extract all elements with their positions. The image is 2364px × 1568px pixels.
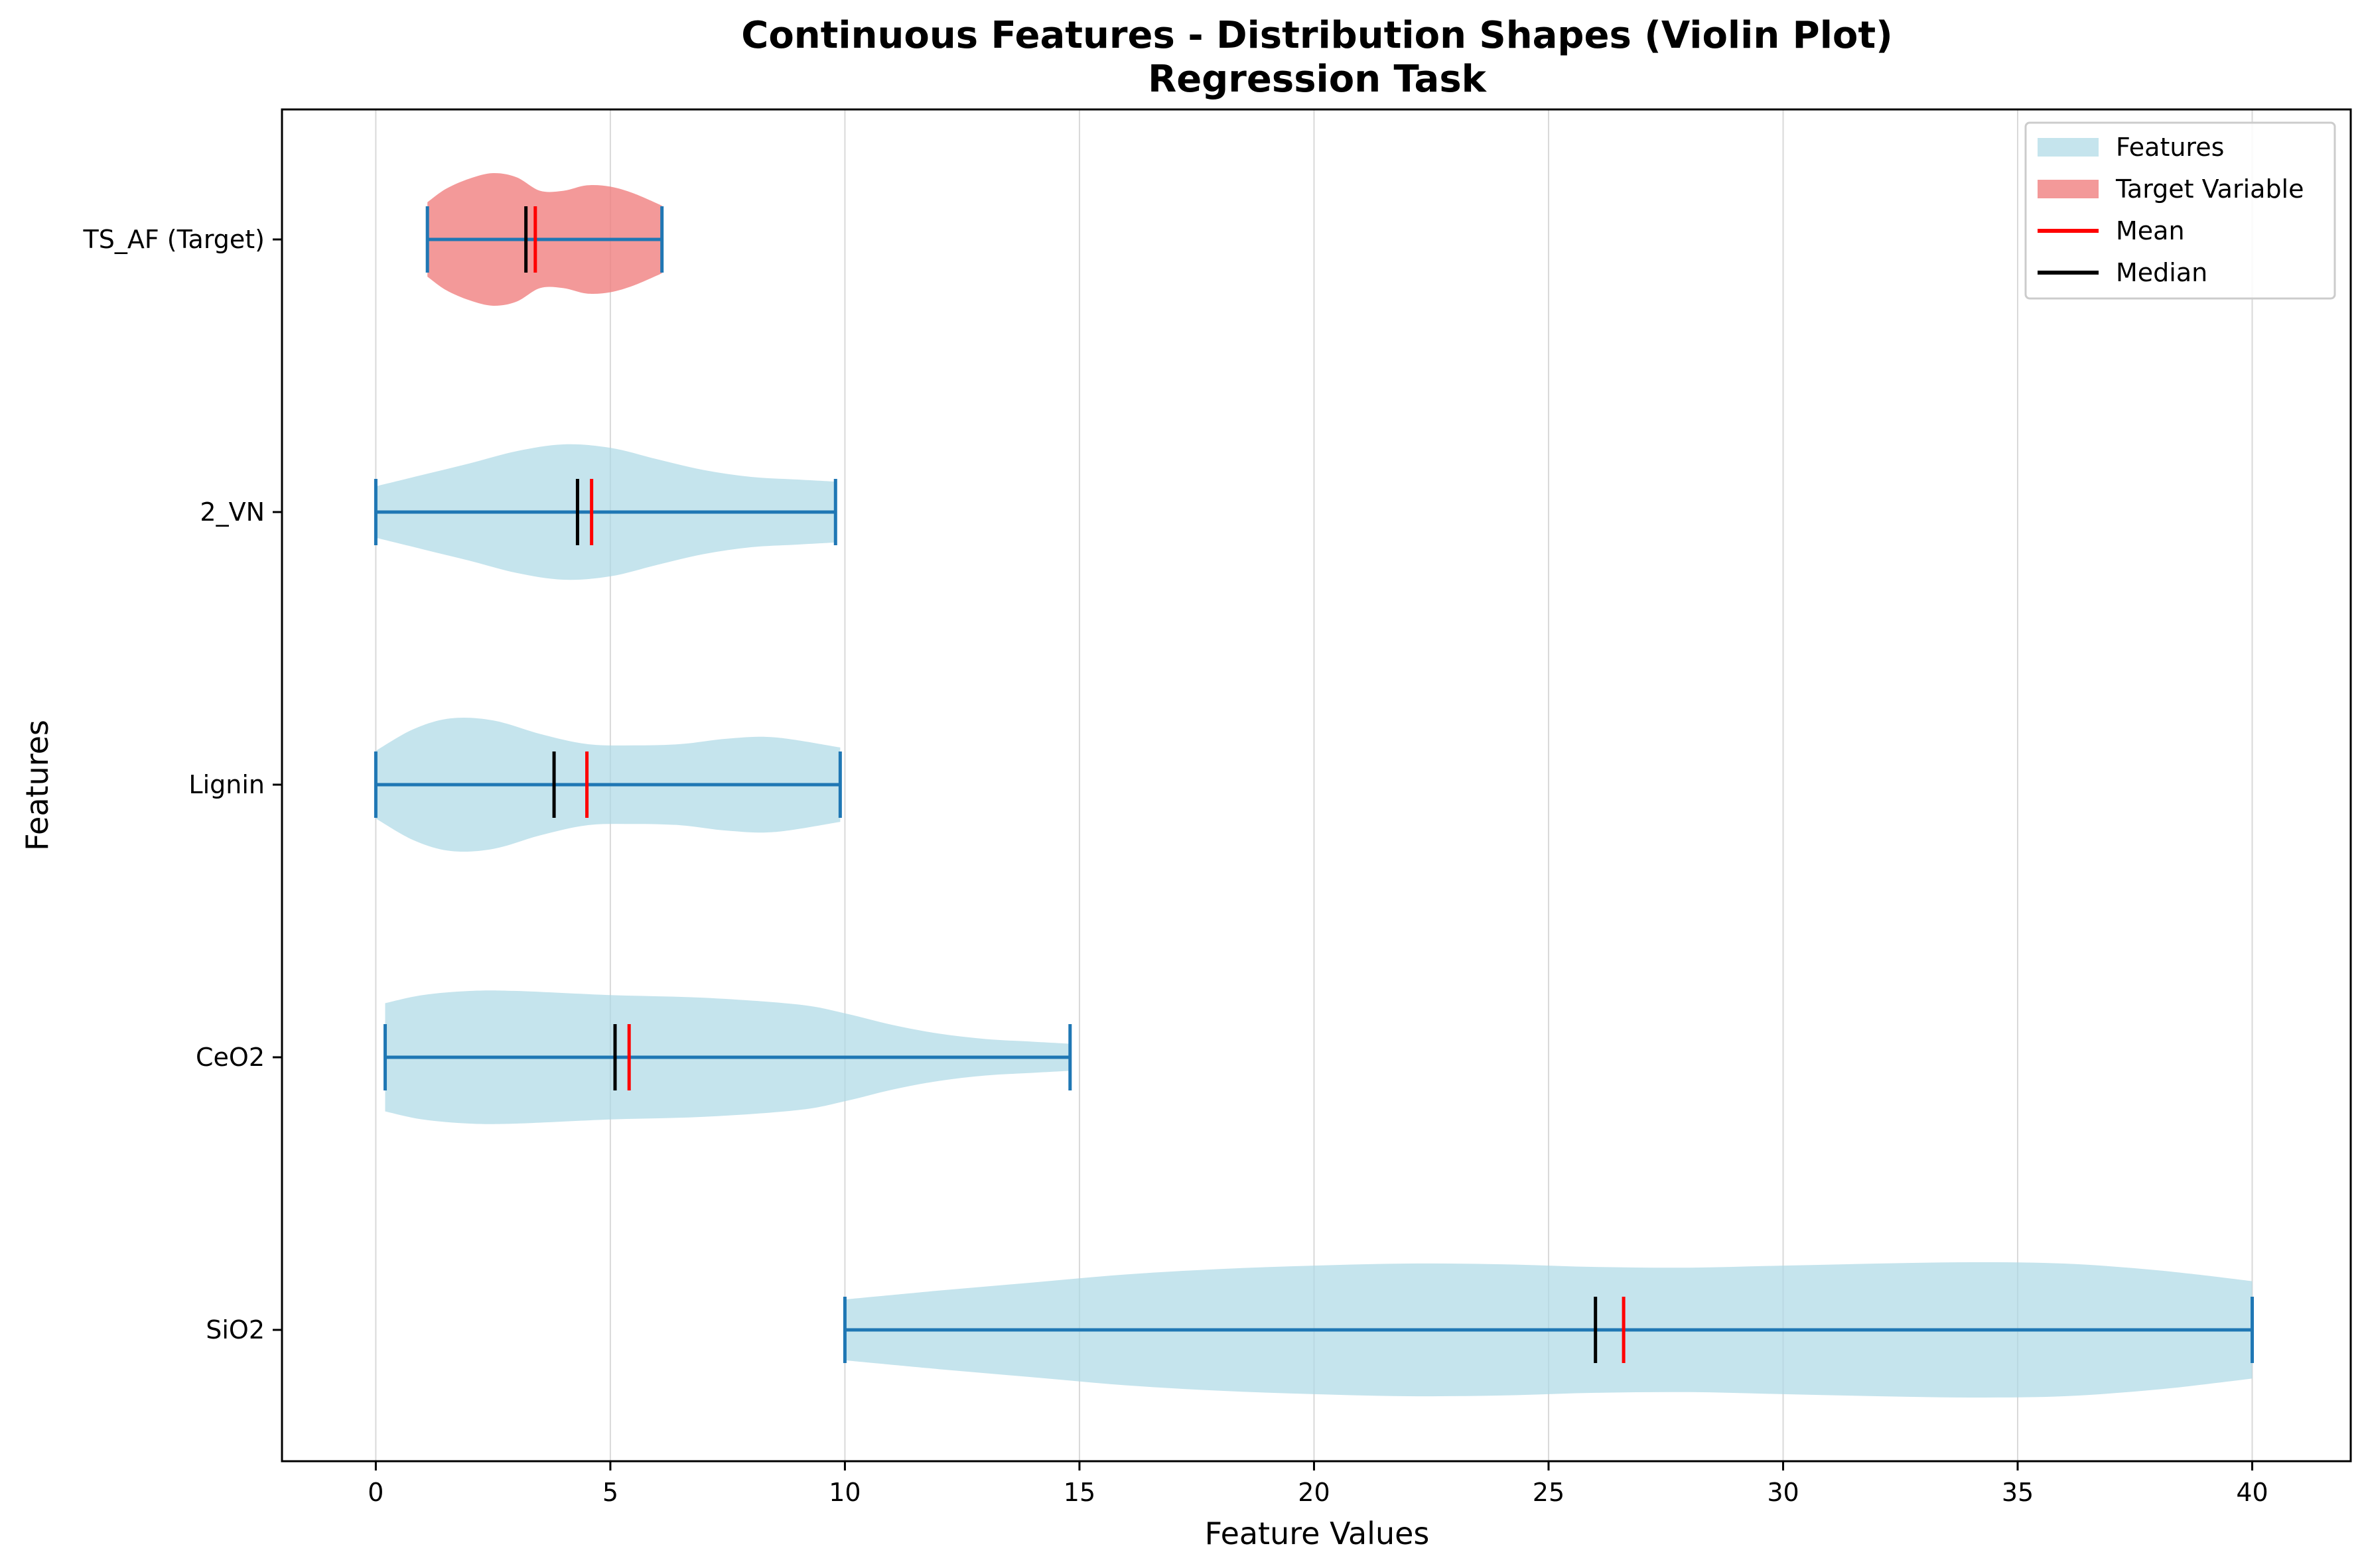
y-tick-label: TS_AF (Target) <box>83 225 265 254</box>
x-tick-label: 35 <box>2002 1478 2034 1507</box>
x-tick-label: 25 <box>1533 1478 1564 1507</box>
y-tick-label: 2_VN <box>200 497 265 527</box>
legend-swatch <box>2038 138 2099 157</box>
x-tick-label: 0 <box>368 1478 383 1507</box>
violins <box>374 172 2255 1398</box>
chart-subtitle: Regression Task <box>1148 58 1488 101</box>
x-tick-label: 20 <box>1298 1478 1330 1507</box>
legend-swatch <box>2038 180 2099 198</box>
y-tick-label: CeO2 <box>196 1043 265 1072</box>
legend-label: Target Variable <box>2115 174 2304 204</box>
legend-label: Median <box>2116 258 2207 287</box>
x-tick-label: 40 <box>2236 1478 2268 1507</box>
x-axis-label: Feature Values <box>1205 1516 1430 1551</box>
y-tick-label: Lignin <box>188 770 265 799</box>
y-axis-ticks: TS_AF (Target) 2_VN Lignin CeO2 SiO2 <box>83 225 282 1344</box>
x-tick-label: 10 <box>829 1478 861 1507</box>
chart-title: Continuous Features - Distribution Shape… <box>741 14 1893 57</box>
legend-label: Mean <box>2116 216 2185 245</box>
x-tick-label: 30 <box>1767 1478 1799 1507</box>
legend: Features Target Variable Mean Median <box>2024 121 2336 300</box>
x-tick-label: 5 <box>602 1478 618 1507</box>
y-axis-label: Features <box>19 720 55 851</box>
legend-box <box>2024 121 2336 300</box>
x-axis-ticks: 0 5 10 15 20 25 30 35 40 <box>368 1461 2268 1507</box>
legend-label: Features <box>2116 133 2224 162</box>
x-tick-label: 15 <box>1064 1478 1095 1507</box>
y-tick-label: SiO2 <box>206 1315 265 1344</box>
